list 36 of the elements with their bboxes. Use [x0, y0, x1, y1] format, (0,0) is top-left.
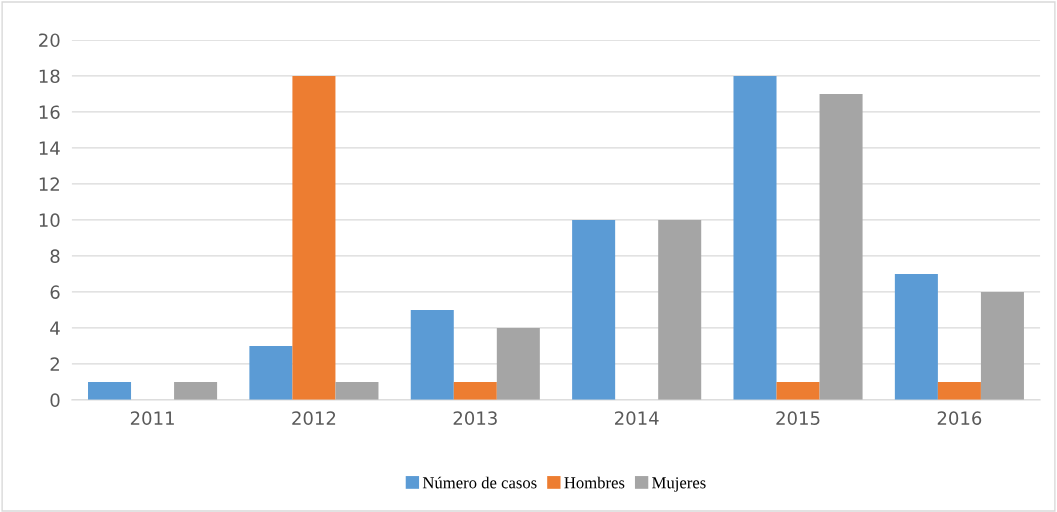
bar: [249, 345, 293, 400]
x-tick-label: 2016: [937, 411, 982, 425]
y-tick-label: 14: [39, 141, 60, 155]
bar: [980, 291, 1024, 400]
bar: [410, 309, 454, 400]
bar: [894, 273, 938, 400]
y-tick-label: 18: [39, 69, 60, 84]
bar: [453, 381, 497, 400]
bar: [335, 381, 379, 400]
y-tick-label: 4: [50, 321, 60, 335]
y-tick-label: 0: [50, 393, 60, 407]
bar: [292, 75, 336, 400]
bar: [658, 219, 702, 400]
y-tick-label: 12: [39, 177, 59, 191]
bar: [572, 219, 616, 400]
x-tick-label: 2011: [130, 411, 174, 425]
x-tick-label: 2015: [776, 411, 820, 425]
bar: [733, 75, 777, 400]
bar: [819, 93, 863, 400]
bar: [937, 381, 981, 400]
y-tick-label: 8: [50, 249, 60, 264]
y-tick-label: 16: [39, 105, 60, 120]
y-tick-label: 2: [50, 357, 59, 371]
y-tick-label: 20: [39, 33, 60, 48]
legend-label: Número de casos: [422, 476, 537, 489]
bar: [496, 327, 540, 400]
y-tick-label: 10: [39, 213, 60, 228]
x-tick-label: 2013: [453, 411, 497, 425]
legend-label: Mujeres: [652, 477, 706, 492]
y-tick-label: 6: [50, 285, 60, 300]
bar: [776, 381, 820, 400]
bar: [88, 381, 132, 400]
x-tick-label: 2012: [292, 411, 336, 425]
legend-label: Hombres: [564, 476, 625, 489]
bar: [174, 381, 218, 400]
x-tick-label: 2014: [615, 411, 659, 425]
